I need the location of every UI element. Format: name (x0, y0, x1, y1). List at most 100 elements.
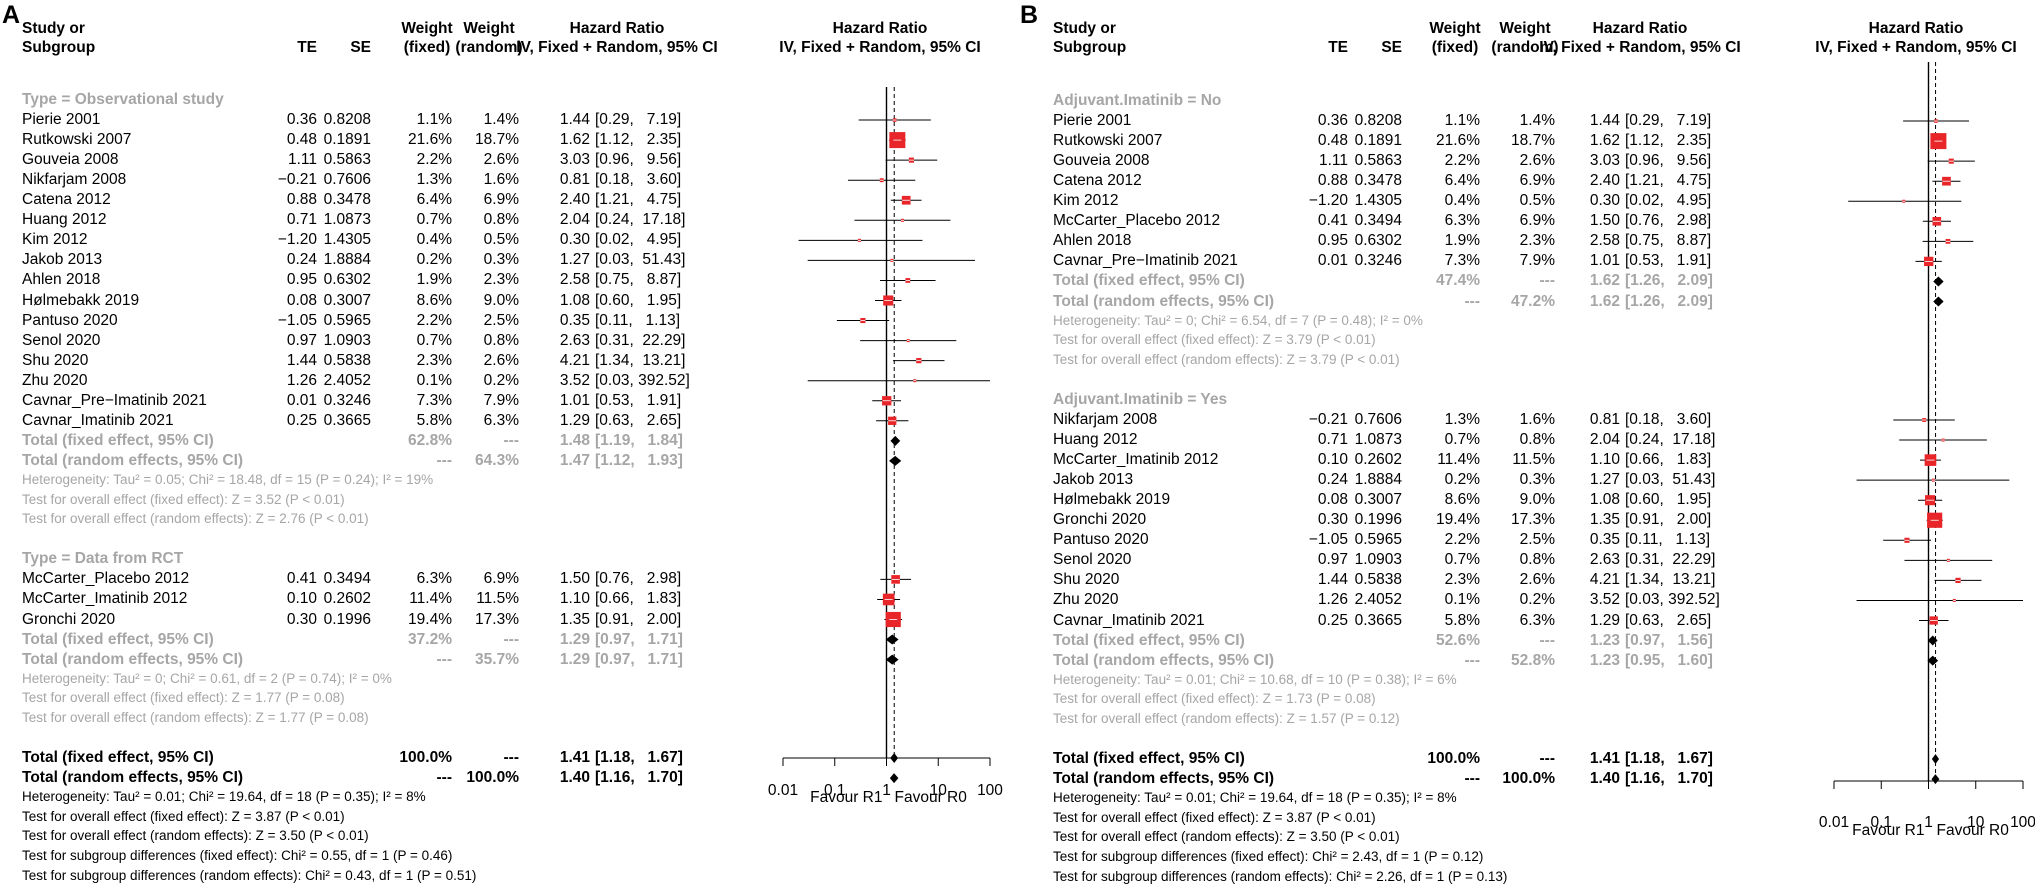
study-name: Ahlen 2018 (22, 271, 101, 289)
pooled-diamond (1933, 276, 1944, 287)
confidence-interval: [1.26, 2.09] (1625, 292, 1713, 310)
se-value: 1.0903 (323, 331, 371, 349)
confidence-interval: [1.21, 4.75] (595, 191, 682, 209)
hazard-ratio: 3.52 (559, 371, 590, 389)
heterogeneity-note: Test for overall effect (random effects)… (1053, 829, 1400, 845)
header-study: Study or (1053, 20, 1116, 37)
weight-fixed: 11.4% (1437, 451, 1480, 469)
header-hazard-ratio: Hazard Ratio (569, 20, 665, 37)
se-value: 0.3007 (323, 291, 371, 309)
se-value: 0.2602 (323, 590, 371, 608)
total-label: Total (random effects, 95% CI) (1053, 770, 1275, 788)
header-subgroup: Subgroup (22, 39, 96, 56)
pooled-diamond (889, 773, 899, 784)
hazard-ratio: 1.01 (559, 391, 590, 409)
weight-fixed: 2.3% (416, 351, 452, 369)
confidence-interval: [0.96, 9.56] (1625, 152, 1712, 170)
se-value: 0.2602 (1354, 451, 1402, 469)
forest-panel-b: B Study or Subgroup TE SE Weight (fixed) Weight… (1018, 0, 2035, 884)
hazard-ratio: 1.62 (1589, 292, 1620, 310)
te-value: 0.48 (1317, 132, 1348, 150)
te-value: −0.21 (1308, 411, 1348, 428)
study-name: Pantuso 2020 (1053, 531, 1149, 549)
study-name: Rutkowski 2007 (1053, 132, 1163, 150)
confidence-interval: [0.18, 3.60] (595, 171, 682, 189)
hazard-ratio: 2.04 (1589, 431, 1620, 449)
hazard-ratio: 0.35 (559, 311, 590, 329)
hazard-ratio: 1.41 (1589, 750, 1620, 768)
se-value: 1.4305 (323, 231, 371, 249)
heterogeneity-note: Test for subgroup differences (random ef… (22, 867, 477, 883)
se-value: 0.8208 (323, 111, 371, 129)
header-se: SE (1381, 39, 1402, 56)
pooled-diamond (1927, 635, 1938, 646)
confidence-interval: [1.12, 2.35] (595, 131, 682, 149)
weight-fixed: 6.3% (1444, 212, 1480, 230)
hazard-ratio: 1.35 (1589, 511, 1620, 529)
weight-random: 2.6% (1519, 152, 1555, 170)
hazard-ratio: 3.52 (1589, 591, 1620, 609)
te-value: 1.44 (286, 351, 317, 369)
se-value: 0.3478 (323, 191, 371, 209)
study-name: Cavnar_Imatinib 2021 (1053, 611, 1205, 629)
total-label: Total (fixed effect, 95% CI) (22, 749, 214, 767)
weight-fixed: 1.9% (416, 271, 452, 289)
study-name: Nikfarjam 2008 (1053, 411, 1158, 428)
study-name: Shu 2020 (1053, 571, 1120, 589)
se-value: 2.4052 (1354, 591, 1402, 609)
confidence-interval: [0.03, 51.43] (595, 251, 686, 269)
x-label-favour-r0: Favour R0 (1936, 822, 2009, 839)
study-name: McCarter_Placebo 2012 (1053, 212, 1221, 230)
weight-random: 0.3% (483, 251, 519, 269)
weight-random: 100.0% (1502, 770, 1555, 788)
heterogeneity-note: Test for overall effect (fixed effect): … (1053, 691, 1376, 707)
hazard-ratio: 1.44 (1589, 112, 1620, 130)
te-value: 0.25 (286, 411, 317, 429)
weight-random: 0.8% (1519, 431, 1555, 449)
hazard-ratio: 1.27 (559, 251, 590, 269)
study-name: Huang 2012 (1053, 431, 1138, 449)
te-value: −1.20 (1308, 192, 1348, 210)
weight-fixed: 47.4% (1436, 272, 1480, 290)
weight-random: 9.0% (1519, 491, 1555, 509)
confidence-interval: [1.18, 1.67] (595, 749, 683, 767)
heterogeneity-note: Test for overall effect (fixed effect): … (22, 690, 345, 706)
weight-fixed: --- (436, 769, 453, 787)
te-value: 0.71 (1317, 431, 1348, 449)
study-name: Zhu 2020 (22, 371, 88, 389)
weight-fixed: 100.0% (399, 749, 452, 767)
weight-random: 17.3% (475, 610, 519, 628)
panel-label: A (2, 1, 21, 29)
weight-random: 2.6% (483, 351, 519, 369)
weight-random: 18.7% (475, 131, 519, 149)
weight-random: 6.9% (1519, 212, 1555, 230)
weight-fixed: 0.4% (1444, 192, 1480, 210)
hazard-ratio: 1.10 (559, 590, 590, 608)
weight-fixed: 6.4% (1444, 172, 1480, 190)
weight-fixed: 2.2% (1444, 152, 1480, 170)
weight-random: 0.8% (483, 331, 519, 349)
weight-fixed: 37.2% (408, 630, 452, 648)
hazard-ratio: 1.23 (1589, 651, 1620, 669)
weight-random: --- (1539, 750, 1556, 768)
confidence-interval: [1.26, 2.09] (1625, 272, 1713, 290)
te-value: 1.11 (1318, 152, 1348, 170)
confidence-interval: [1.34, 13.21] (1625, 571, 1716, 589)
weight-fixed: 2.2% (1444, 531, 1480, 549)
study-name: Gronchi 2020 (22, 610, 116, 628)
confidence-interval: [0.63, 2.65] (1625, 611, 1712, 629)
study-name: Nikfarjam 2008 (22, 171, 127, 189)
header-weight-random-sub: (random) (1491, 39, 1559, 56)
study-name: Gouveia 2008 (22, 151, 119, 169)
se-value: 0.1891 (1354, 132, 1402, 150)
hazard-ratio: 2.40 (1589, 172, 1620, 190)
weight-random: --- (1539, 272, 1556, 290)
confidence-interval: [0.75, 8.87] (595, 271, 682, 289)
weight-fixed: 6.3% (416, 570, 452, 588)
se-value: 0.3007 (1354, 491, 1402, 509)
se-value: 1.0903 (1354, 551, 1402, 569)
heterogeneity-note: Test for subgroup differences (fixed eff… (1053, 848, 1484, 864)
header-weight-random: Weight (1499, 20, 1551, 37)
heterogeneity-note: Heterogeneity: Tau² = 0.01; Chi² = 19.64… (22, 789, 426, 805)
weight-random: 1.4% (483, 111, 519, 129)
